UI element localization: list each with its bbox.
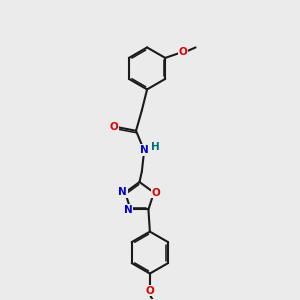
Text: O: O — [146, 286, 154, 296]
Text: O: O — [110, 122, 118, 132]
Text: O: O — [152, 188, 160, 198]
Text: N: N — [118, 187, 127, 197]
Text: H: H — [151, 142, 160, 152]
Text: O: O — [179, 47, 188, 57]
Text: N: N — [140, 145, 149, 155]
Text: N: N — [124, 205, 133, 215]
